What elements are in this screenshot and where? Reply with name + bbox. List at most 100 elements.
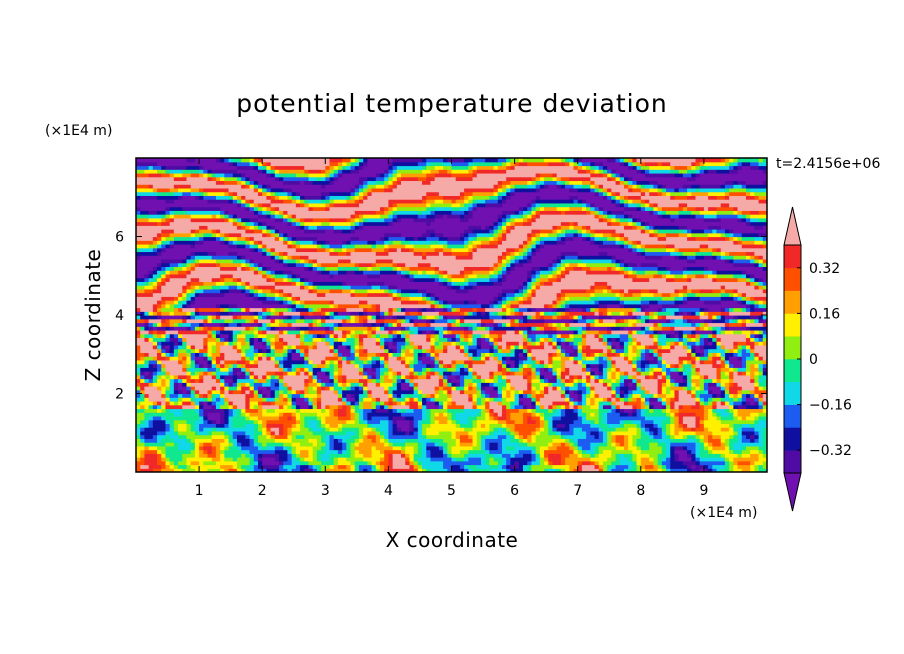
contour-cell — [236, 281, 242, 286]
contour-cell — [396, 307, 402, 312]
contour-cell — [211, 389, 221, 395]
contour-cell — [657, 453, 667, 458]
contour-cell — [527, 460, 533, 466]
contour-cell — [703, 374, 709, 380]
contour-cell — [165, 397, 171, 402]
contour-cell — [712, 337, 718, 342]
contour-cell — [283, 397, 289, 402]
contour-cell — [560, 408, 566, 413]
contour-cell — [199, 348, 209, 353]
contour-cell — [173, 386, 179, 391]
contour-cell — [476, 374, 482, 380]
contour-cell — [401, 266, 411, 271]
contour-cell — [300, 337, 305, 342]
contour-cell — [194, 363, 200, 368]
contour-cell — [720, 389, 726, 395]
contour-cell — [199, 400, 204, 406]
contour-cell — [413, 378, 440, 383]
contour-cell — [157, 374, 162, 380]
contour-cell — [695, 460, 701, 466]
contour-cell — [497, 367, 503, 372]
contour-cell — [615, 374, 621, 380]
contour-cell — [649, 303, 663, 309]
contour-cell — [674, 449, 688, 454]
contour-cell — [510, 404, 516, 410]
contour-cell — [169, 378, 175, 383]
contour-cell — [708, 412, 713, 417]
contour-cell — [194, 359, 200, 365]
contour-cell — [157, 371, 162, 376]
contour-cell — [657, 307, 663, 312]
contour-cell — [729, 371, 734, 376]
contour-cell — [232, 430, 246, 436]
contour-cell — [573, 404, 579, 410]
contour-cell — [224, 449, 242, 454]
contour-cell — [346, 419, 356, 425]
contour-cell — [367, 434, 377, 439]
contour-cell — [645, 344, 650, 350]
contour-cell — [733, 307, 743, 312]
contour-cell — [615, 400, 625, 406]
contour-cell — [762, 337, 767, 342]
contour-cell — [396, 408, 402, 413]
contour-cell — [190, 382, 221, 387]
contour-cell — [758, 386, 764, 391]
contour-cell — [544, 322, 549, 327]
contour-cell — [703, 412, 709, 417]
contour-cell — [607, 285, 612, 290]
contour-cell — [619, 344, 625, 350]
contour-cell — [140, 397, 146, 402]
contour-cell — [539, 315, 545, 320]
contour-cell — [514, 326, 528, 331]
contour-cell — [476, 393, 482, 398]
contour-cell — [691, 333, 697, 339]
contour-cell — [228, 404, 234, 410]
contour-cell — [438, 442, 448, 447]
contour-cell — [262, 326, 268, 331]
contour-cell — [750, 326, 767, 331]
contour-cell — [535, 374, 541, 380]
contour-cell — [581, 363, 587, 368]
contour-cell — [602, 464, 608, 469]
contour-cell — [136, 386, 141, 391]
contour-cell — [645, 404, 650, 410]
contour-cell — [161, 378, 167, 383]
contour-cell — [623, 393, 629, 398]
contour-cell — [350, 333, 356, 339]
contour-cell — [443, 326, 448, 331]
contour-cell — [148, 311, 154, 316]
contour-cell — [729, 374, 734, 380]
contour-cell — [354, 438, 360, 443]
contour-cell — [497, 270, 503, 275]
contour-cell — [497, 374, 503, 380]
contour-cell — [750, 344, 755, 350]
contour-cell — [514, 419, 524, 425]
contour-cell — [573, 348, 579, 353]
contour-cell — [337, 449, 343, 454]
contour-cell — [165, 382, 171, 387]
contour-cell — [535, 400, 541, 406]
contour-cell — [741, 445, 747, 451]
contour-cell — [190, 348, 196, 353]
contour-cell — [346, 337, 356, 342]
contour-cell — [354, 445, 373, 451]
contour-cell — [745, 326, 751, 331]
contour-cell — [535, 438, 554, 443]
contour-cell — [758, 318, 764, 324]
contour-cell — [678, 389, 688, 395]
contour-cell — [741, 296, 747, 301]
contour-cell — [232, 371, 238, 376]
contour-cell — [527, 438, 533, 443]
contour-cell — [598, 318, 604, 324]
contour-cell — [371, 389, 385, 395]
contour-cell — [724, 318, 730, 324]
contour-cell — [186, 438, 192, 443]
contour-cell — [447, 281, 453, 286]
contour-cell — [430, 371, 436, 376]
contour-cell — [354, 318, 360, 324]
contour-cell — [152, 333, 158, 339]
contour-cell — [501, 457, 507, 462]
contour-cell — [253, 315, 259, 320]
contour-cell — [645, 326, 650, 331]
contour-cell — [392, 367, 411, 372]
